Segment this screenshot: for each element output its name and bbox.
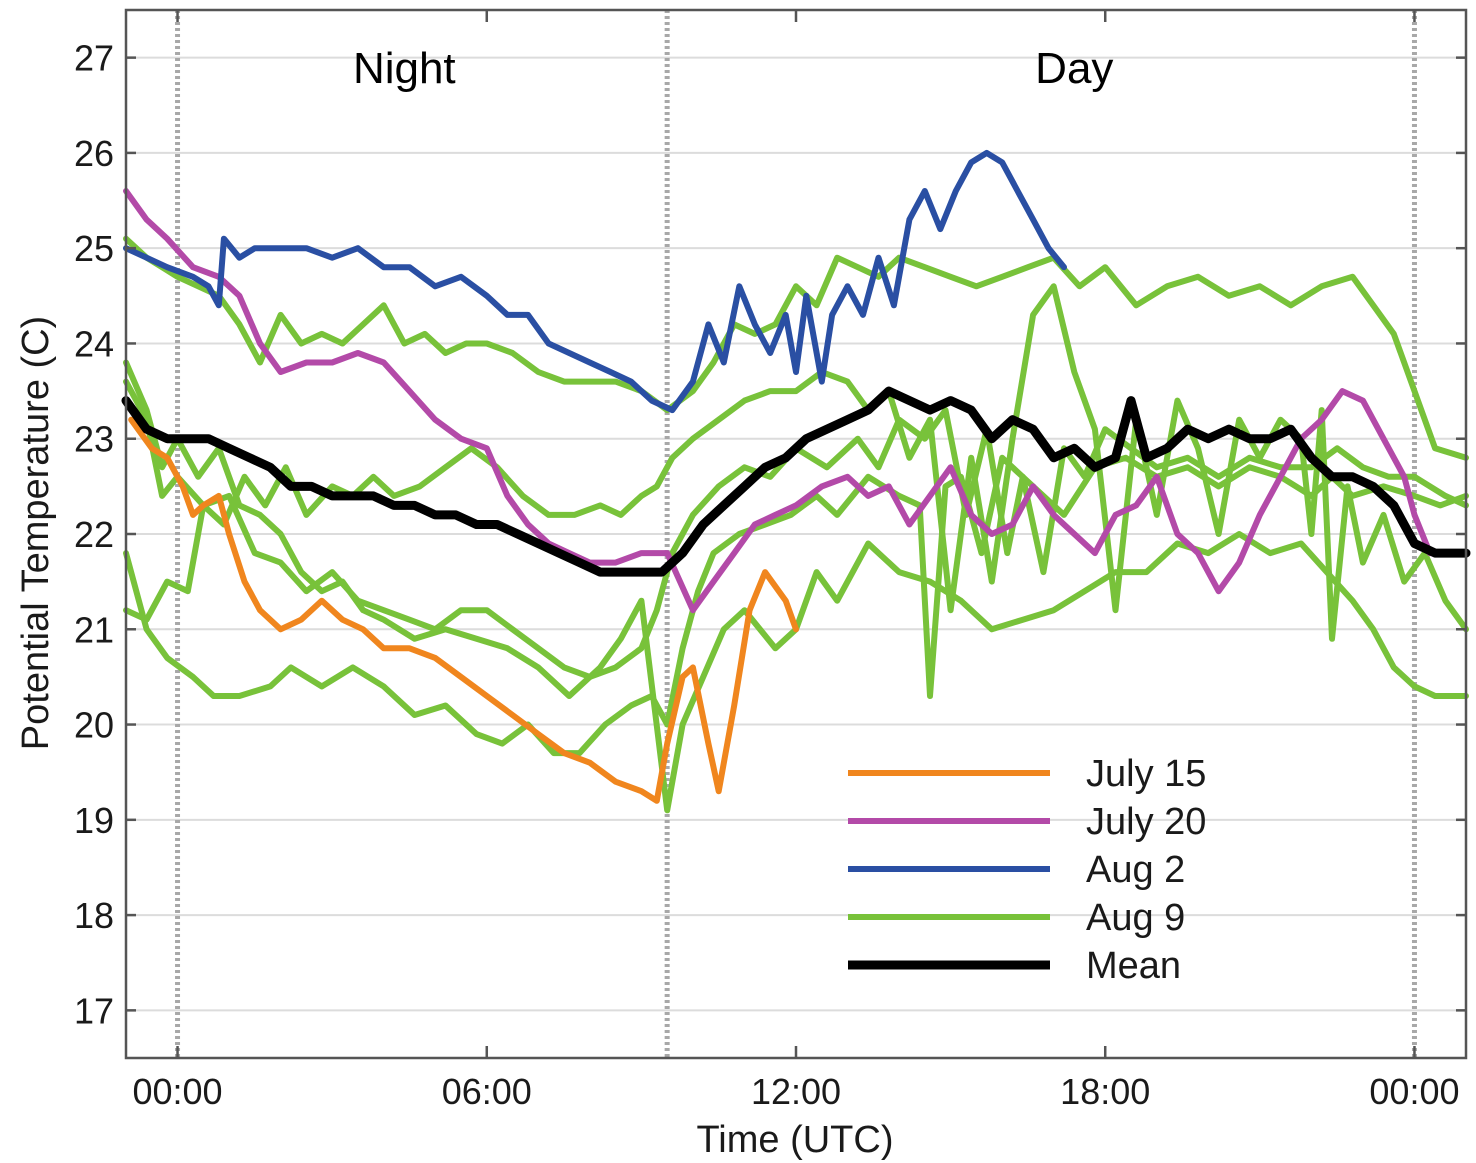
legend-label: Mean	[1086, 945, 1181, 987]
annotation-night: Night	[353, 44, 456, 93]
y-tick-label: 24	[74, 323, 114, 364]
legend: July 15 July 20 Aug 2 Aug 9 Mean	[848, 753, 1206, 987]
y-tick-label: 23	[74, 419, 114, 460]
y-tick-label: 26	[74, 133, 114, 174]
y-axis-title: Potential Temperature (C)	[15, 316, 57, 750]
y-tick-label: 25	[74, 228, 114, 269]
series-line-mean-8	[121, 386, 1471, 577]
x-tick-label: 18:00	[1060, 1071, 1150, 1112]
y-tick-label: 27	[74, 38, 114, 79]
series-line-july-20-6	[123, 188, 1469, 614]
y-axis-ticks: 17 18 19 20 21 22 23 24 25 26 27	[74, 38, 1466, 1031]
x-tick-label: 06:00	[442, 1071, 532, 1112]
annotations: Night Day	[353, 44, 1113, 93]
x-axis-ticks: 00:00 06:00 12:00 18:00 00:00	[132, 10, 1460, 1112]
legend-label: July 15	[1086, 753, 1206, 795]
legend-label: Aug 2	[1086, 849, 1185, 891]
series-line-july-15-5	[128, 416, 799, 804]
x-tick-label: 12:00	[751, 1071, 841, 1112]
series-line-aug-2-7	[123, 149, 1067, 414]
x-tick-label: 00:00	[132, 1071, 222, 1112]
y-tick-label: 20	[74, 705, 114, 746]
y-tick-label: 22	[74, 514, 114, 555]
annotation-day: Day	[1035, 44, 1113, 93]
series-lines	[121, 149, 1471, 814]
y-tick-label: 18	[74, 895, 114, 936]
series-line-aug-9-1	[123, 454, 1469, 757]
legend-label: July 20	[1086, 801, 1206, 843]
y-tick-label: 19	[74, 800, 114, 841]
series-line-aug-9-0	[123, 359, 1469, 814]
x-tick-label: 00:00	[1369, 1071, 1459, 1112]
legend-label: Aug 9	[1086, 897, 1185, 939]
x-axis-title: Time (UTC)	[697, 1119, 894, 1161]
gridlines	[126, 56, 1466, 1012]
series-line-aug-9-4	[123, 235, 1469, 461]
y-tick-label: 17	[74, 990, 114, 1031]
y-tick-label: 21	[74, 609, 114, 650]
dotted-vertical-markers	[175, 10, 1417, 1058]
